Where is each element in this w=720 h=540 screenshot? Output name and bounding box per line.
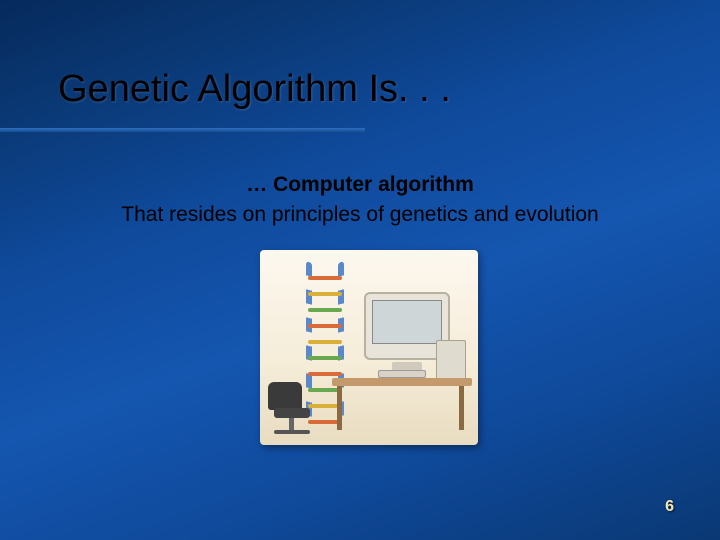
desk-leg-icon [459,386,464,430]
chair-back-icon [268,382,302,410]
subtitle-text: … Computer algorithm [0,173,720,197]
page-number: 6 [665,498,674,516]
keyboard-icon [378,370,426,378]
title-underline [0,128,365,132]
body-text: That resides on principles of genetics a… [0,203,720,227]
desk-leg-icon [337,386,342,430]
computer-tower-icon [436,340,466,380]
desk-icon [332,378,472,386]
chair-seat-icon [274,408,310,418]
chair-base-icon [274,430,310,434]
slide-title: Genetic Algorithm Is. . . [58,68,451,111]
dna-computer-illustration [260,250,478,445]
